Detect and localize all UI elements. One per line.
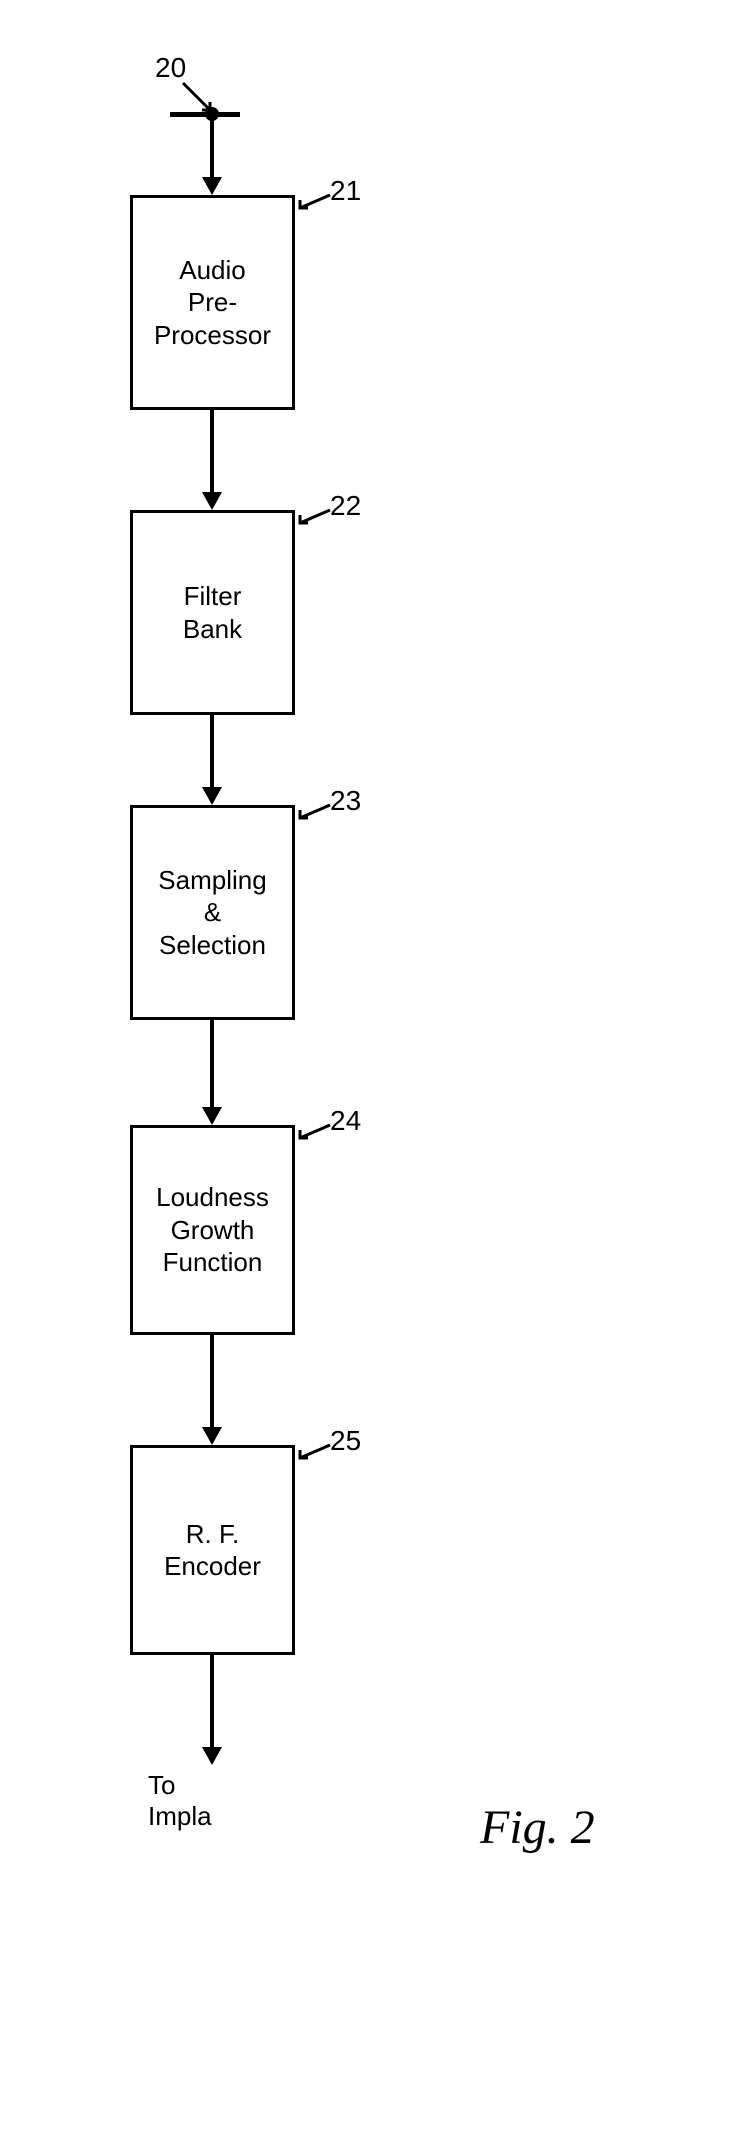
- ref-arrow-22: [295, 505, 335, 535]
- block-text-24: LoudnessGrowthFunction: [156, 1181, 269, 1279]
- connector-24-25: [210, 1335, 214, 1429]
- connector-22-23: [210, 715, 214, 789]
- connector-23-24: [210, 1020, 214, 1109]
- connector-25-output: [210, 1655, 214, 1749]
- arrow-21-22: [202, 492, 222, 510]
- block-filter-bank: FilterBank: [130, 510, 295, 715]
- block-sampling-selection: Sampling&Selection: [130, 805, 295, 1020]
- ref-arrow-24: [295, 1120, 335, 1150]
- figure-label: Fig. 2: [480, 1800, 595, 1855]
- block-text-22: FilterBank: [183, 580, 242, 645]
- arrow-25-output: [202, 1747, 222, 1765]
- arrow-23-24: [202, 1107, 222, 1125]
- block-loudness-growth: LoudnessGrowthFunction: [130, 1125, 295, 1335]
- connector-21-22: [210, 410, 214, 494]
- block-text-25: R. F.Encoder: [164, 1518, 261, 1583]
- block-text-21: AudioPre-Processor: [154, 254, 271, 352]
- block-text-23: Sampling&Selection: [158, 864, 266, 962]
- signal-flow-diagram: 20 AudioPre-Processor 21 FilterBank 22 S…: [50, 50, 450, 2050]
- ref-arrow-25: [295, 1440, 335, 1470]
- ref-arrow-20: [178, 78, 218, 118]
- arrow-input-21: [202, 177, 222, 195]
- arrow-24-25: [202, 1427, 222, 1445]
- block-audio-pre-processor: AudioPre-Processor: [130, 195, 295, 410]
- arrow-22-23: [202, 787, 222, 805]
- block-rf-encoder: R. F.Encoder: [130, 1445, 295, 1655]
- ref-arrow-21: [295, 190, 335, 220]
- ref-arrow-23: [295, 800, 335, 830]
- output-label: ToImpla: [148, 1770, 212, 1832]
- connector-input-21: [210, 117, 214, 179]
